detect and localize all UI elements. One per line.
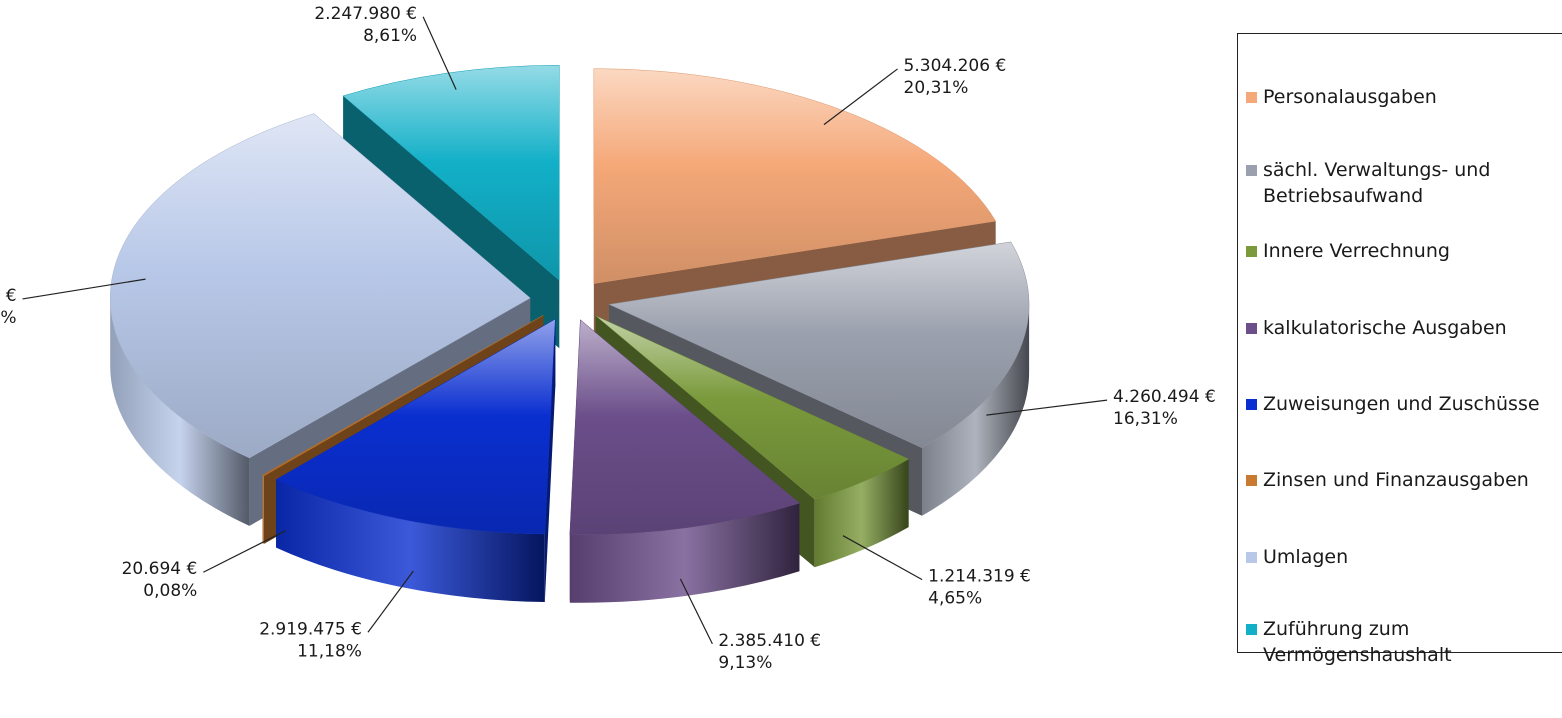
percent-label: 8,61%	[363, 26, 417, 46]
legend-label: Zuführung zum Vermögenshaushalt	[1263, 618, 1452, 666]
data-label: 20.694 €0,08%	[122, 530, 286, 601]
data-label: 7.768.120 € 29,74%	[0, 278, 146, 328]
legend-swatch	[1246, 92, 1257, 103]
pie-slice	[275, 318, 556, 602]
percent-label: 16,31%	[1113, 409, 1178, 429]
data-label: 1.214.319 €4,65%	[842, 535, 1031, 609]
legend-swatch	[1246, 323, 1257, 334]
legend-swatch	[1246, 552, 1257, 563]
legend-label: Zinsen und Finanzausgaben	[1263, 469, 1529, 491]
legend-label: sächl. Verwaltungs- und Betriebsaufwand	[1263, 159, 1491, 207]
data-label: 4.260.494 €16,31%	[986, 387, 1216, 429]
percent-label: 29,74%	[0, 308, 17, 328]
legend-swatch	[1246, 399, 1257, 410]
legend-swatch	[1246, 165, 1257, 176]
data-label: 2.385.410 €9,13%	[679, 578, 821, 673]
pie-chart: 5.304.206 €20,31% 4.260.494 €16,31% 1.214.…	[0, 4, 1216, 673]
value-label: 2.247.980 €	[314, 4, 417, 24]
percent-label: 4,65%	[928, 589, 982, 609]
percent-label: 9,13%	[718, 653, 772, 673]
value-label: 5.304.206 €	[904, 56, 1007, 76]
data-label: 2.247.980 €8,61%	[314, 4, 457, 90]
data-label: 2.919.475 €11,18%	[259, 570, 414, 661]
legend-swatch	[1246, 246, 1257, 257]
percent-label: 11,18%	[297, 641, 362, 661]
legend-label: Personalausgaben	[1263, 86, 1437, 108]
percent-label: 20,31%	[904, 78, 969, 98]
value-label: 7.768.120 €	[0, 286, 17, 306]
legend-swatch	[1246, 475, 1257, 486]
value-label: 20.694 €	[122, 559, 198, 579]
percent-label: 0,08%	[143, 581, 197, 601]
value-label: 4.260.494 €	[1113, 387, 1216, 407]
legend: Personalausgaben sächl. Verwaltungs- und…	[1237, 33, 1562, 666]
value-label: 2.385.410 €	[718, 631, 821, 651]
legend-label: kalkulatorische Ausgaben	[1263, 317, 1507, 339]
legend-label: Innere Verrechnung	[1263, 240, 1450, 262]
legend-label: Zuweisungen und Zuschüsse	[1263, 393, 1540, 415]
data-label: 5.304.206 €20,31%	[823, 56, 1007, 126]
value-label: 1.214.319 €	[928, 567, 1031, 587]
legend-label: Umlagen	[1263, 546, 1349, 568]
pie-slice	[569, 319, 800, 603]
legend-swatch	[1246, 624, 1257, 635]
value-label: 2.919.475 €	[259, 619, 362, 639]
